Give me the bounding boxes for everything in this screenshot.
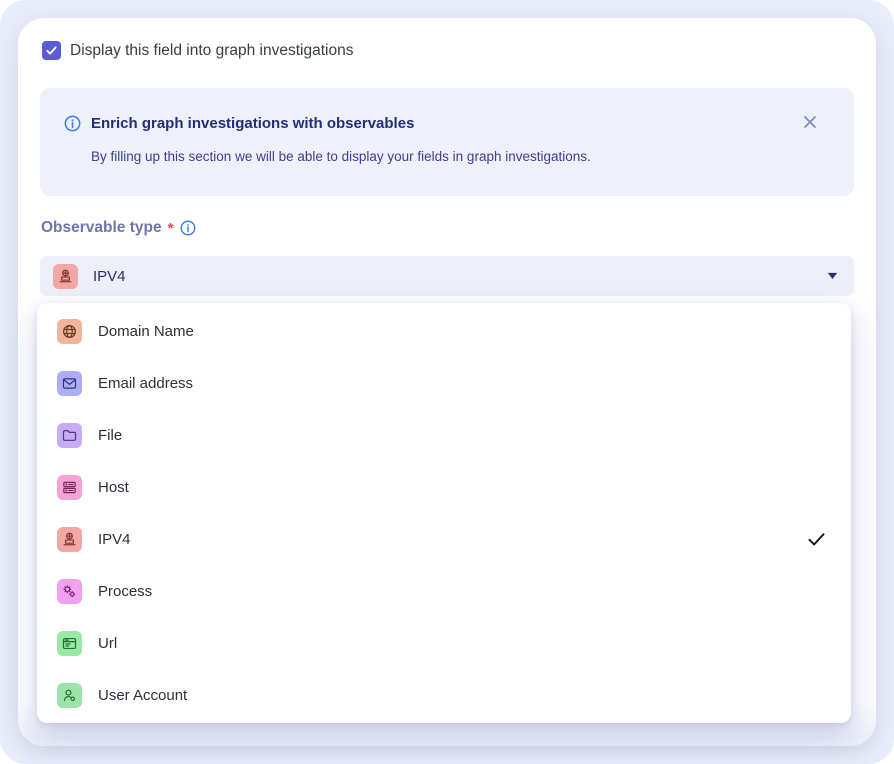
option-label: IPV4 — [98, 530, 131, 548]
user-icon — [57, 682, 82, 708]
observable-type-select[interactable]: IPV4 — [40, 256, 854, 296]
envelope-icon — [57, 370, 82, 396]
dropdown-option-file[interactable]: File — [37, 409, 851, 461]
dropdown-option-ipv4[interactable]: IPV4 — [37, 513, 851, 565]
observable-type-label-row: Observable type * — [41, 219, 196, 237]
banner-description: By filling up this section we will be ab… — [91, 149, 591, 164]
dropdown-option-url[interactable]: Url — [37, 617, 851, 669]
gears-icon — [57, 578, 82, 604]
selected-check-icon — [808, 532, 825, 546]
info-icon — [64, 115, 81, 132]
banner-title: Enrich graph investigations with observa… — [91, 115, 415, 132]
info-banner: Enrich graph investigations with observa… — [40, 88, 854, 196]
select-value: IPV4 — [93, 267, 126, 285]
dropdown-option-domain-name[interactable]: Domain Name — [37, 305, 851, 357]
dropdown-option-host[interactable]: Host — [37, 461, 851, 513]
server-icon — [57, 474, 82, 500]
checkbox-label: Display this field into graph investigat… — [70, 41, 354, 59]
option-label: Host — [98, 478, 129, 496]
option-label: Url — [98, 634, 118, 652]
observable-type-dropdown: Domain Name Email address File Host — [37, 303, 851, 723]
folder-icon — [57, 422, 82, 448]
option-label: Domain Name — [98, 322, 194, 340]
option-label: Email address — [98, 374, 194, 392]
dropdown-option-user-account[interactable]: User Account — [37, 669, 851, 721]
field-info-icon[interactable] — [180, 220, 196, 236]
close-icon[interactable] — [798, 110, 822, 134]
globe-icon — [57, 318, 82, 344]
option-label: File — [98, 426, 123, 444]
ipv4-icon — [53, 263, 78, 289]
form-card: Display this field into graph investigat… — [18, 18, 876, 746]
field-label: Observable type — [41, 219, 162, 236]
ipv4-icon — [57, 526, 82, 552]
option-label: User Account — [98, 686, 188, 704]
browser-icon — [57, 630, 82, 656]
checkbox-checked-icon[interactable] — [42, 41, 61, 60]
required-asterisk: * — [167, 219, 174, 237]
option-label: Process — [98, 582, 153, 600]
dropdown-option-process[interactable]: Process — [37, 565, 851, 617]
dropdown-option-email-address[interactable]: Email address — [37, 357, 851, 409]
display-field-checkbox-row[interactable]: Display this field into graph investigat… — [42, 41, 353, 60]
chevron-down-icon — [827, 272, 838, 280]
